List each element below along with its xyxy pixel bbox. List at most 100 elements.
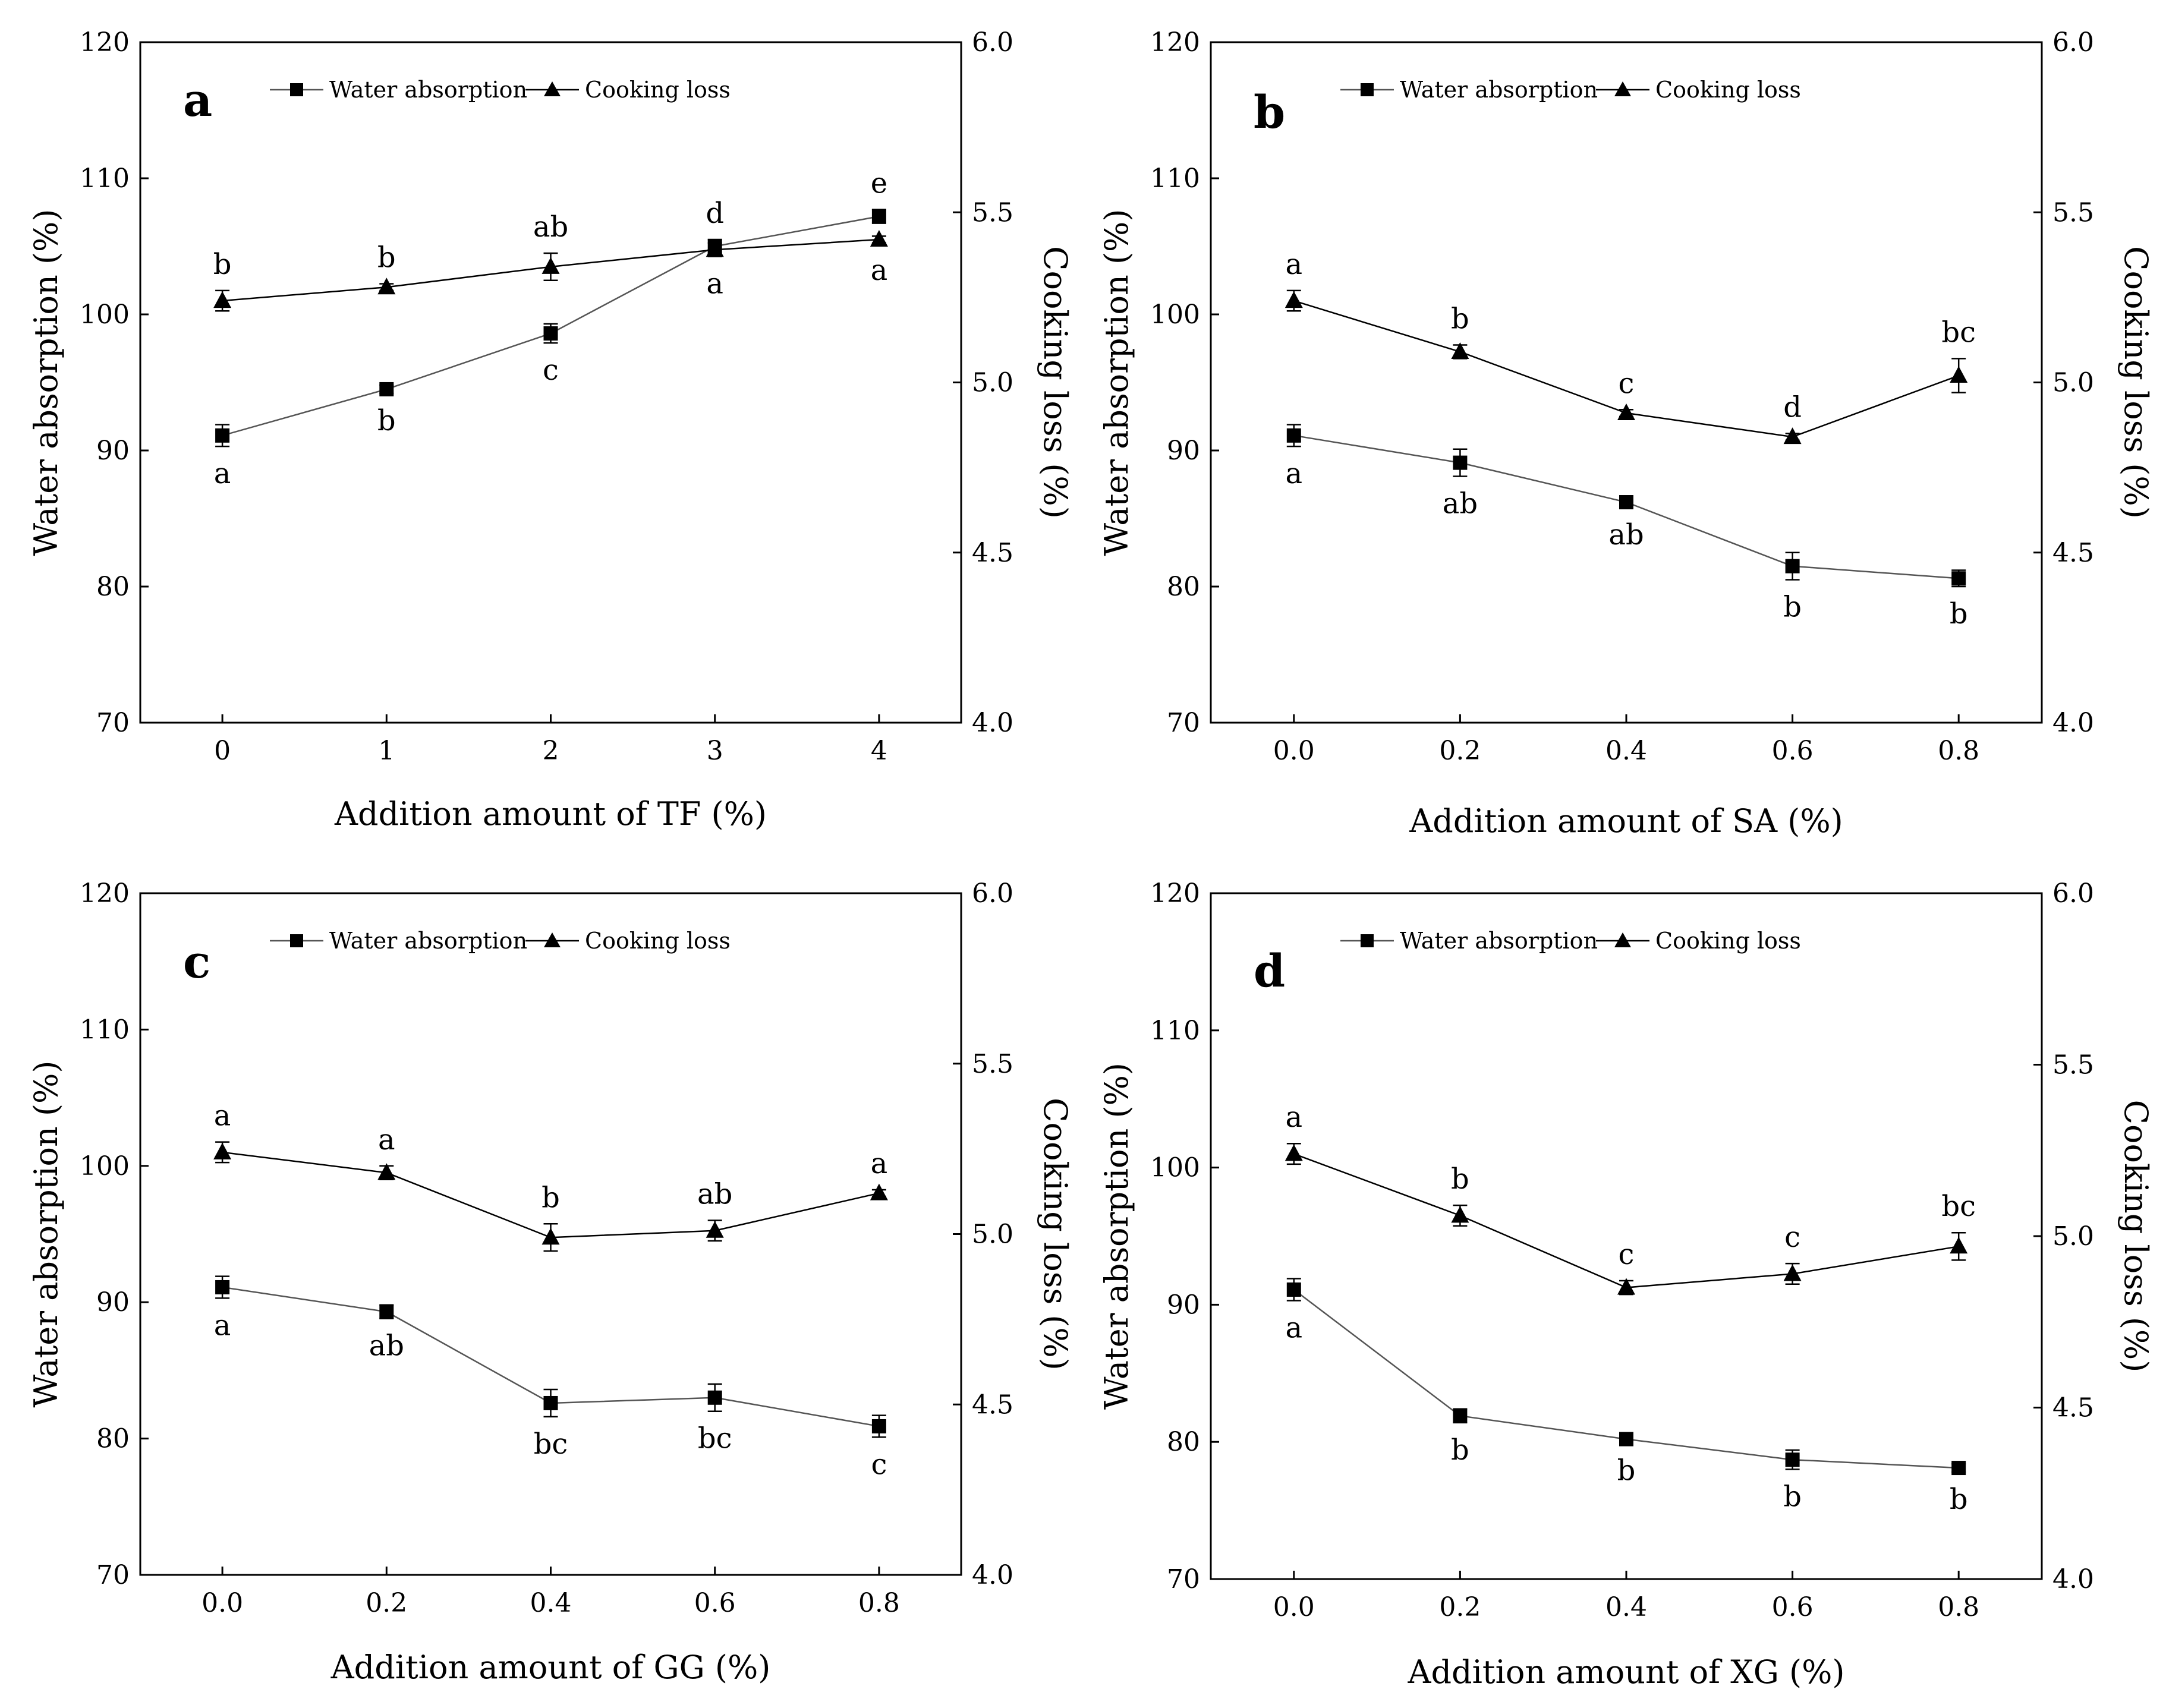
significance-letter: c — [1784, 1221, 1800, 1254]
x-tick-label: 0.8 — [1938, 1592, 1979, 1622]
data-point-square — [871, 209, 886, 224]
significance-letter: ab — [1608, 518, 1644, 552]
significance-letter: d — [1783, 390, 1802, 424]
right-y-tick-label: 4.5 — [972, 538, 1013, 568]
significance-letter: b — [1451, 302, 1469, 336]
significance-letter: a — [378, 1123, 395, 1156]
significance-letter: a — [871, 1147, 888, 1180]
legend-label: Cooking loss — [1655, 77, 1801, 103]
left-y-tick-label: 90 — [96, 1287, 130, 1318]
chart-panel-c: 70 80 90 100 110 120 4.0 4.5 5.0 5.5 6.0 0.0 0.2 0.4 0… — [27, 878, 1074, 1686]
x-tick-label: 0.6 — [1772, 736, 1814, 766]
significance-letter: bc — [698, 1422, 732, 1455]
significance-letter: ab — [1443, 487, 1478, 521]
left-y-tick-label: 90 — [1167, 1290, 1200, 1320]
left-y-axis-title: Water absorption (%) — [1098, 1063, 1135, 1410]
left-y-tick-label: 70 — [1167, 708, 1200, 738]
legend-label: Cooking loss — [1655, 928, 1801, 954]
series-cooking-loss — [213, 1141, 888, 1252]
data-point-triangle — [1285, 291, 1303, 308]
legend-label: Water absorption — [329, 77, 527, 103]
left-y-tick-label: 110 — [80, 163, 130, 194]
data-point-square — [1951, 571, 1966, 586]
x-tick-label: 0.4 — [530, 1588, 572, 1618]
x-axis-title: Addition amount of XG (%) — [1407, 1653, 1844, 1691]
left-y-axis-title: Water absorption (%) — [27, 1061, 65, 1408]
left-y-tick-label: 70 — [96, 1560, 130, 1590]
panel-letter: a — [183, 74, 212, 127]
significance-letter: a — [214, 1099, 231, 1133]
legend-entry: Water absorption — [1340, 928, 1598, 954]
right-y-tick-label: 5.5 — [2052, 197, 2094, 228]
left-y-tick-label: 110 — [1150, 163, 1200, 194]
data-point-square — [871, 1419, 886, 1433]
data-point-triangle — [870, 230, 888, 247]
significance-letter: c — [871, 1448, 887, 1481]
significance-letter: b — [1451, 1433, 1469, 1467]
right-y-tick-label: 6.0 — [972, 878, 1013, 909]
legend-triangle-marker — [1614, 81, 1631, 96]
data-point-triangle — [213, 1142, 232, 1159]
left-y-axis-title: Water absorption (%) — [27, 209, 65, 556]
significance-letter: ab — [369, 1329, 404, 1363]
panel-letter: b — [1254, 86, 1285, 138]
x-tick-label: 0.0 — [202, 1588, 243, 1618]
legend-label: Water absorption — [1400, 928, 1598, 954]
legend-entry: Water absorption — [1340, 77, 1598, 103]
x-tick-label: 1 — [378, 736, 395, 766]
data-point-triangle — [1285, 1144, 1303, 1161]
series-water-absorption — [1286, 424, 1966, 588]
legend-square-marker — [290, 934, 303, 947]
data-point-triangle — [1950, 1237, 1968, 1254]
left-y-tick-label: 120 — [80, 27, 130, 58]
significance-letter: ab — [697, 1178, 732, 1211]
significance-letter: a — [1285, 1101, 1302, 1134]
significance-letter: b — [1783, 1480, 1802, 1513]
left-y-tick-label: 120 — [1150, 27, 1200, 58]
data-point-square — [1619, 1432, 1633, 1447]
data-point-triangle — [706, 1221, 724, 1238]
data-point-triangle — [1451, 342, 1469, 359]
significance-letter: b — [1617, 1454, 1636, 1488]
left-y-tick-label: 80 — [96, 1424, 130, 1454]
x-axis-title: Addition amount of TF (%) — [334, 795, 767, 833]
left-y-tick-label: 90 — [1167, 436, 1200, 466]
left-y-tick-label: 80 — [1167, 572, 1200, 602]
significance-letter: c — [1619, 367, 1635, 400]
x-tick-label: 0.8 — [858, 1588, 900, 1618]
left-y-tick-label: 70 — [96, 708, 130, 738]
legend-triangle-marker — [544, 932, 561, 947]
x-tick-label: 0.2 — [1439, 1592, 1481, 1622]
data-point-square — [707, 1390, 722, 1405]
data-point-triangle — [1950, 366, 1968, 383]
data-point-triangle — [542, 257, 560, 274]
significance-letter: b — [377, 404, 396, 437]
x-tick-label: 0.6 — [1772, 1592, 1814, 1622]
significance-letter: b — [1950, 597, 1968, 631]
x-tick-label: 2 — [543, 736, 559, 766]
significance-letter: e — [871, 167, 887, 200]
right-y-tick-label: 4.0 — [2052, 1564, 2094, 1594]
chart-panel-b: 70 80 90 100 110 120 4.0 4.5 5.0 5.5 6.0 0.0 0.2 0.4 0… — [1098, 27, 2155, 840]
chart-panel-d: 70 80 90 100 110 120 4.0 4.5 5.0 5.5 6.0 0.0 0.2 0.4 0… — [1098, 878, 2155, 1691]
left-y-tick-label: 100 — [80, 300, 130, 330]
left-y-tick-label: 110 — [1150, 1016, 1200, 1046]
data-point-triangle — [706, 240, 724, 257]
significance-letter: a — [706, 267, 723, 301]
data-point-triangle — [1451, 1206, 1469, 1223]
data-point-triangle — [377, 278, 396, 295]
data-point-square — [1951, 1461, 1966, 1476]
data-point-triangle — [377, 1163, 396, 1180]
right-y-tick-label: 5.5 — [2052, 1050, 2094, 1080]
data-point-square — [379, 382, 394, 396]
significance-letter: b — [1451, 1162, 1469, 1196]
left-y-tick-label: 80 — [96, 572, 130, 602]
right-y-tick-label: 5.0 — [972, 1219, 1013, 1250]
legend-label: Cooking loss — [585, 928, 731, 954]
data-point-square — [1453, 455, 1468, 470]
series-cooking-loss — [213, 230, 888, 312]
legend-entry: Water absorption — [270, 928, 527, 954]
series-cooking-loss — [1285, 289, 1968, 445]
significance-letter: b — [377, 241, 396, 274]
significance-letter: a — [871, 254, 888, 287]
